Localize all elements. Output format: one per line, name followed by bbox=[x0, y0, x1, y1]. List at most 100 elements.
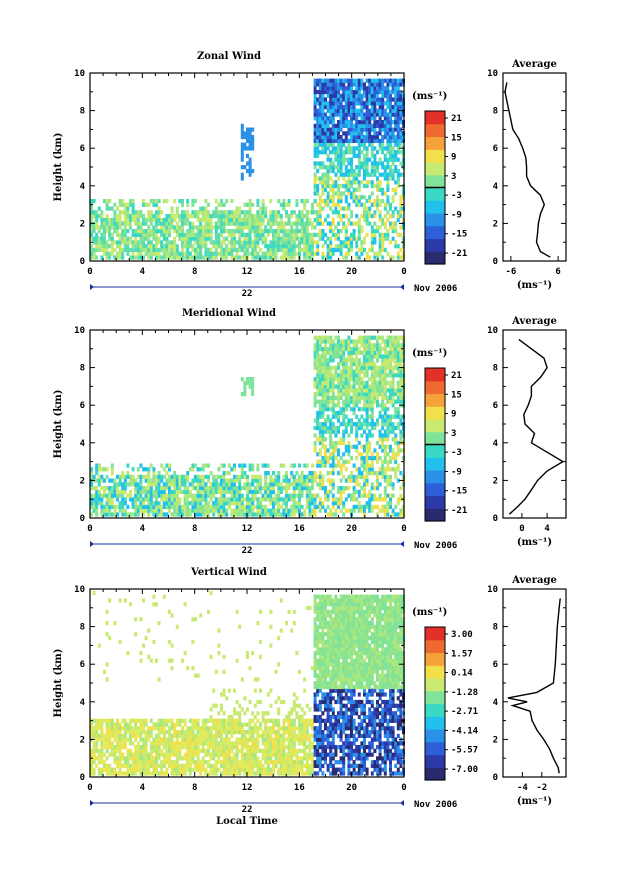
heatmap-cell bbox=[381, 407, 385, 412]
heatmap-cell bbox=[282, 478, 286, 483]
heatmap-cell bbox=[269, 482, 273, 487]
heatmap-cell bbox=[381, 369, 385, 374]
heatmap-cell bbox=[108, 221, 112, 226]
heatmap-cell bbox=[162, 741, 166, 746]
heatmap-cell bbox=[313, 358, 317, 363]
heatmap-cell bbox=[318, 486, 322, 491]
heatmap-cell bbox=[110, 504, 114, 509]
heatmap-cell bbox=[386, 380, 390, 385]
heatmap-cell bbox=[186, 217, 190, 222]
heatmap-cell bbox=[337, 176, 340, 181]
heatmap-cell bbox=[225, 217, 229, 222]
heatmap-cell bbox=[142, 240, 145, 245]
heatmap-cell bbox=[378, 388, 382, 393]
heatmap-cell bbox=[326, 365, 330, 370]
heatmap-cell bbox=[181, 244, 184, 249]
heatmap-cell bbox=[389, 138, 392, 143]
heatmap-cell bbox=[373, 377, 377, 382]
heatmap-cell bbox=[381, 244, 385, 249]
heatmap-cell bbox=[92, 240, 96, 245]
heatmap-cell bbox=[256, 214, 260, 219]
heatmap-cell bbox=[168, 730, 171, 735]
heatmap-cell bbox=[316, 112, 320, 117]
heatmap-cell bbox=[373, 240, 377, 245]
heatmap-cell bbox=[272, 236, 275, 241]
heatmap-cell bbox=[357, 153, 361, 158]
heatmap-cell bbox=[121, 493, 125, 498]
heatmap-cell bbox=[378, 343, 382, 348]
heatmap-cell bbox=[100, 232, 104, 237]
heatmap-cell bbox=[339, 150, 343, 155]
heatmap-cell bbox=[399, 343, 403, 348]
heatmap-cell bbox=[391, 210, 395, 215]
heatmap-cell bbox=[188, 493, 192, 498]
heatmap-cell bbox=[251, 251, 255, 256]
heatmap-cell bbox=[383, 165, 387, 170]
heatmap-cell bbox=[209, 251, 213, 256]
heatmap-cell bbox=[324, 82, 327, 87]
heatmap-cell bbox=[357, 82, 361, 87]
heatmap-cell bbox=[173, 501, 177, 506]
heatmap-cell bbox=[131, 767, 135, 772]
heatmap-cell bbox=[165, 482, 169, 487]
heatmap-cell bbox=[370, 191, 374, 196]
heatmap-cell bbox=[373, 343, 377, 348]
heatmap-cell bbox=[178, 225, 182, 230]
heatmap-cell bbox=[170, 658, 174, 663]
heatmap-cell bbox=[378, 217, 382, 222]
heatmap-cell bbox=[160, 730, 164, 735]
heatmap-cell bbox=[352, 463, 356, 468]
heatmap-cell bbox=[222, 482, 226, 487]
heatmap-cell bbox=[337, 504, 340, 509]
heatmap-cell bbox=[126, 752, 130, 757]
heatmap-cell bbox=[399, 172, 403, 177]
heatmap-cell bbox=[186, 512, 190, 517]
heatmap-cell bbox=[186, 236, 190, 241]
heatmap-cell bbox=[331, 482, 335, 487]
heatmap-cell bbox=[329, 440, 333, 446]
heatmap-cell bbox=[173, 474, 177, 479]
heatmap-cell bbox=[139, 745, 143, 750]
heatmap-cell bbox=[186, 221, 190, 226]
heatmap-cell bbox=[144, 221, 148, 226]
heatmap-cell bbox=[360, 425, 364, 431]
heatmap-cell bbox=[350, 157, 353, 162]
heatmap-cell bbox=[318, 135, 322, 140]
heatmap-cell bbox=[337, 346, 340, 352]
heatmap-cell bbox=[350, 244, 353, 249]
heatmap-cell bbox=[165, 229, 169, 234]
heatmap-cell bbox=[334, 138, 338, 143]
heatmap-cell bbox=[381, 474, 385, 479]
heatmap-cell bbox=[313, 150, 317, 155]
heatmap-cell bbox=[344, 388, 348, 393]
heatmap-cell bbox=[300, 247, 304, 252]
heatmap-cell bbox=[123, 236, 127, 241]
heatmap-cell bbox=[370, 407, 374, 412]
heatmap-cell bbox=[277, 232, 281, 237]
heatmap-cell bbox=[318, 195, 322, 200]
heatmap-cell bbox=[399, 210, 403, 215]
heatmap-cell bbox=[207, 247, 210, 252]
heatmap-cell bbox=[360, 444, 364, 449]
heatmap-cell bbox=[324, 101, 327, 106]
heatmap-cell bbox=[155, 726, 158, 731]
heatmap-cell bbox=[381, 437, 385, 442]
heatmap-cell bbox=[274, 478, 278, 483]
heatmap-cell bbox=[118, 489, 122, 494]
heatmap-cell bbox=[113, 225, 117, 230]
heatmap-cell bbox=[339, 191, 343, 196]
heatmap-cell bbox=[97, 244, 101, 249]
heatmap-cell bbox=[131, 247, 135, 252]
heatmap-cell bbox=[230, 486, 234, 491]
heatmap-cell bbox=[155, 240, 158, 245]
heatmap-cell bbox=[381, 388, 385, 393]
heatmap-cell bbox=[272, 210, 275, 215]
heatmap-cell bbox=[272, 221, 275, 226]
heatmap-cell bbox=[168, 247, 171, 252]
heatmap-cell bbox=[238, 210, 242, 215]
heatmap-cell bbox=[162, 763, 166, 768]
heatmap-cell bbox=[355, 176, 359, 181]
heatmap-cell bbox=[235, 497, 239, 502]
heatmap-cell bbox=[321, 199, 325, 204]
heatmap-cell bbox=[199, 501, 203, 506]
